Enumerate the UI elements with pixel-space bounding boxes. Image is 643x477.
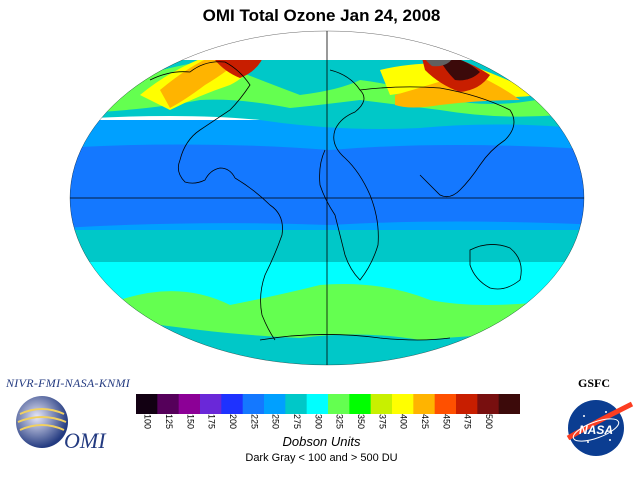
color-scale-swatch <box>136 394 158 414</box>
map-title: OMI Total Ozone Jan 24, 2008 <box>202 6 441 25</box>
color-scale-swatch <box>349 394 372 414</box>
color-scale-tick-label: 425 <box>420 414 430 430</box>
nasa-logo-icon: NASA <box>566 400 634 456</box>
band-north-orange <box>160 55 520 108</box>
color-scale-swatch <box>456 394 478 414</box>
coastline-europe-africa <box>319 69 379 281</box>
credits-label: NIVR-FMI-NASA-KNMI <box>6 376 131 390</box>
color-scale-tick-label: 175 <box>206 414 217 430</box>
gsfc-label: GSFC <box>578 376 611 390</box>
coastline-antarctica <box>259 334 451 341</box>
coastlines <box>149 61 522 341</box>
coastline-asia <box>359 86 515 198</box>
color-scale-swatch <box>157 394 180 414</box>
color-scale-swatch <box>306 394 329 414</box>
color-scale-swatch <box>413 394 436 414</box>
globe-outline <box>69 30 585 366</box>
coastline-south-america <box>234 177 283 341</box>
color-scale-tick-label: 500 <box>484 414 494 430</box>
ozone-field <box>70 31 584 365</box>
coastline-australia <box>469 244 522 290</box>
color-scale-swatch <box>285 394 308 414</box>
color-scale-tick-label: 250 <box>270 414 281 430</box>
color-scale-tick-label: 200 <box>228 414 238 430</box>
omi-logo-icon <box>16 396 68 448</box>
units-label: Dobson Units <box>282 434 361 449</box>
color-scale-swatch <box>370 394 393 414</box>
color-scale-tick-label: 450 <box>441 414 452 430</box>
color-scale-swatch <box>242 394 265 414</box>
color-scale-bar <box>136 394 520 414</box>
color-scale-swatch <box>200 394 222 414</box>
graticule <box>70 31 584 365</box>
band-southern-green <box>120 284 560 340</box>
color-scale-tick-label: 125 <box>164 414 174 430</box>
color-scale-swatch <box>498 394 520 414</box>
range-note: Dark Gray < 100 and > 500 DU <box>245 452 398 464</box>
band-southern-mid-2 <box>70 228 584 262</box>
color-scale-tick-label: 400 <box>398 414 409 430</box>
color-scale-swatch <box>264 394 286 414</box>
color-scale-swatch <box>392 394 414 414</box>
color-scale-tick-label: 475 <box>462 414 473 430</box>
color-scale-tick-label: 100 <box>142 414 153 430</box>
color-scale-tick-label: 350 <box>356 414 366 430</box>
color-scale-swatch <box>434 394 457 414</box>
no-data-white-edge <box>230 35 430 55</box>
color-scale-tick-label: 225 <box>249 414 260 430</box>
color-scale-tick-label: 300 <box>313 414 324 430</box>
color-scale-swatch <box>178 394 201 414</box>
band-tropics <box>70 144 584 228</box>
color-scale-swatch <box>477 394 500 414</box>
coastline-north-america <box>149 61 251 184</box>
nasa-logo-label: NASA <box>579 423 613 437</box>
color-scale-swatch <box>221 394 244 414</box>
color-scale-swatch <box>328 394 350 414</box>
color-scale-tick-label: 150 <box>185 414 196 430</box>
color-scale-tick-label: 375 <box>377 414 388 430</box>
color-scale-tick-label: 325 <box>334 414 345 430</box>
color-scale-tick-label: 275 <box>292 414 302 430</box>
omi-logo-text: OMI <box>64 428 106 453</box>
